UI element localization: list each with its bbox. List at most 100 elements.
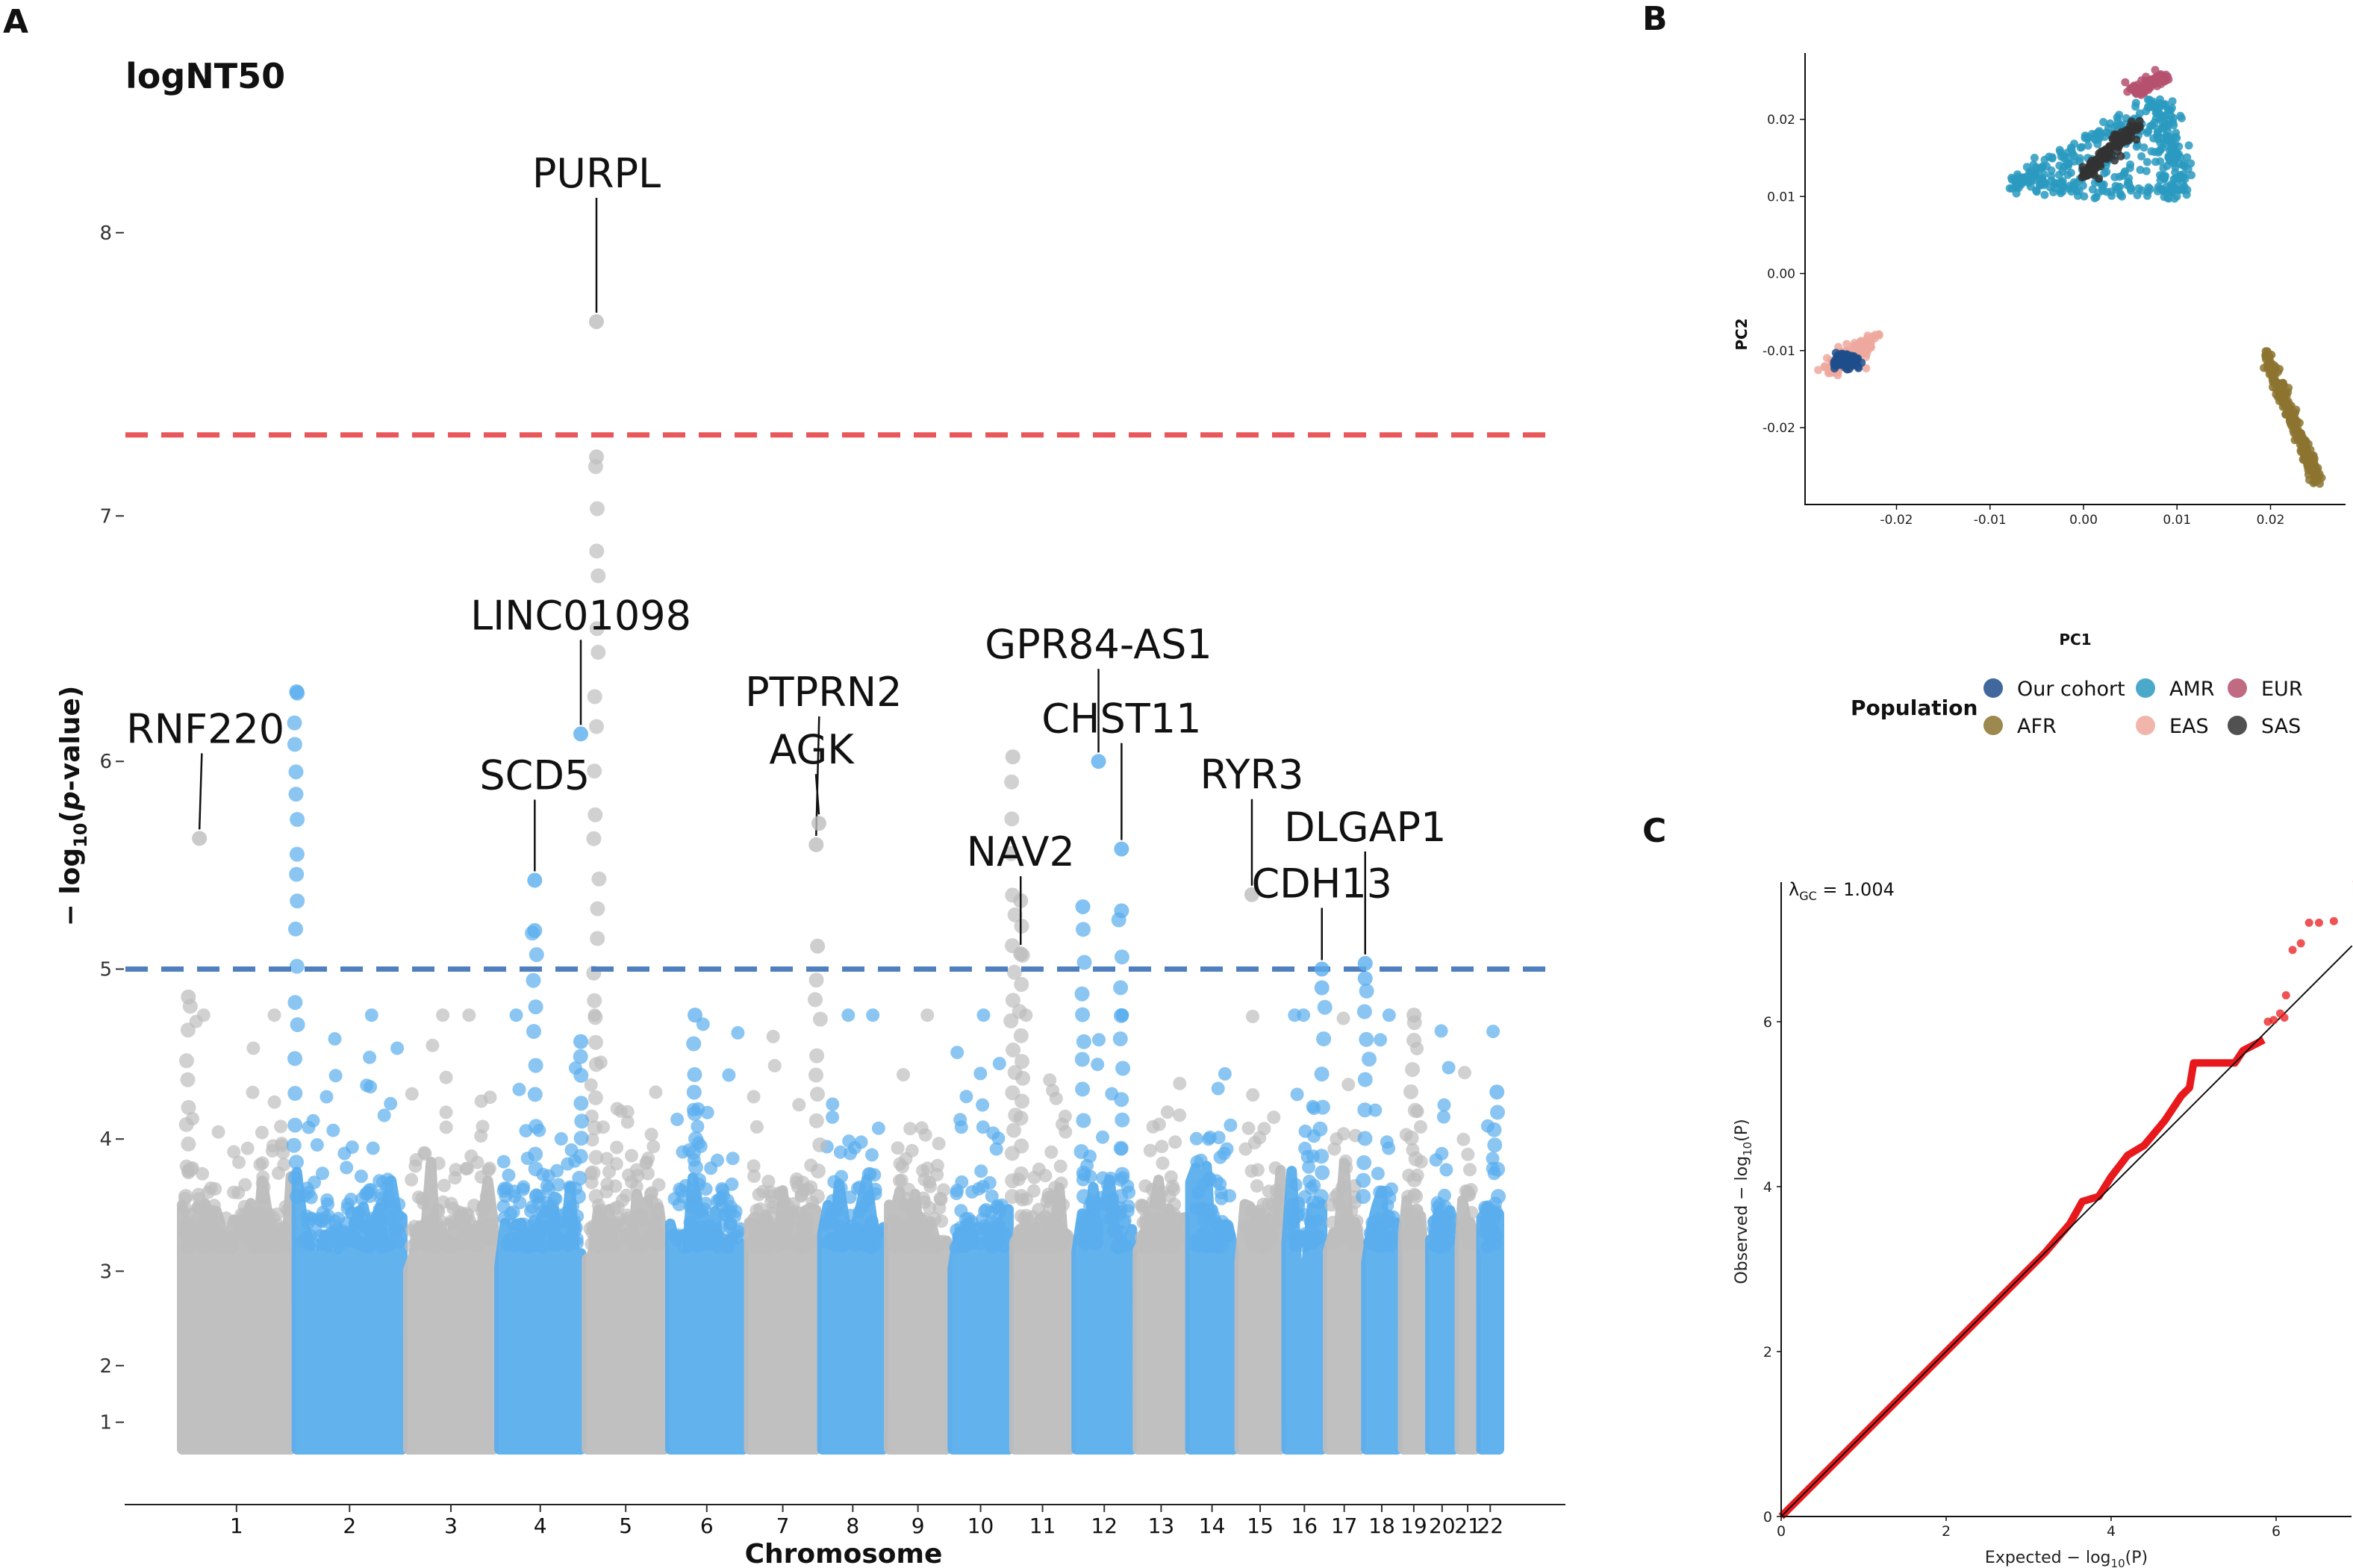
snp-point — [1359, 983, 1374, 999]
snp-point — [1317, 999, 1333, 1015]
snp-point — [479, 1189, 493, 1203]
snp-point — [1005, 887, 1020, 903]
snp-point — [1405, 1062, 1421, 1078]
snp-point — [554, 1132, 568, 1146]
snp-point — [620, 1188, 634, 1202]
hit-point-rnf220 — [192, 831, 208, 846]
snp-point — [287, 1051, 302, 1066]
pca-point-amr — [2039, 169, 2048, 178]
snp-point — [1008, 1108, 1023, 1123]
snp-point — [1209, 1174, 1224, 1188]
snp-point — [1134, 1199, 1148, 1213]
snp-point — [1115, 1112, 1130, 1128]
chromosome-tick-label: 16 — [1291, 1514, 1318, 1538]
snp-point — [255, 1125, 269, 1140]
snp-point — [903, 1122, 917, 1136]
snp-point — [289, 1189, 305, 1205]
pca-point-afr — [2304, 470, 2313, 479]
snp-point — [180, 1072, 196, 1087]
pca-x-tick-label: 0.00 — [2069, 513, 2098, 528]
snp-point — [1221, 1228, 1235, 1243]
snp-point — [267, 1211, 281, 1225]
snp-point — [1005, 749, 1020, 765]
snp-point — [1372, 1238, 1386, 1252]
pca-point-sas — [2105, 146, 2114, 155]
snp-point — [482, 1161, 496, 1175]
snp-point — [238, 1178, 252, 1192]
pca-point-amr — [2093, 128, 2102, 137]
snp-point — [275, 1138, 289, 1152]
pca-point-amr — [2137, 152, 2146, 160]
snp-point — [731, 1025, 745, 1040]
pca-point-eas — [1871, 331, 1880, 340]
snp-point — [195, 1237, 209, 1252]
snp-point — [628, 1239, 642, 1253]
snp-point — [1290, 1209, 1304, 1223]
snp-point — [1043, 1073, 1057, 1087]
snp-point — [550, 1163, 564, 1178]
snp-point — [178, 1189, 193, 1205]
snp-point — [1075, 899, 1091, 914]
snp-point — [826, 1110, 840, 1124]
snp-point — [255, 1176, 269, 1190]
snp-point — [1380, 1135, 1394, 1149]
snp-point — [526, 972, 541, 988]
snp-point — [588, 1090, 603, 1105]
pca-point-afr — [2277, 389, 2286, 397]
snp-point — [1262, 1234, 1276, 1249]
snp-point — [1100, 1178, 1115, 1192]
snp-point — [390, 1041, 405, 1055]
snp-point — [422, 1216, 436, 1229]
snp-point — [573, 1067, 589, 1083]
snp-point — [290, 1017, 305, 1032]
snp-point — [809, 1048, 825, 1063]
snp-point — [747, 1159, 761, 1173]
hit-point-nav2 — [1013, 946, 1029, 962]
pca-point-amr — [2022, 163, 2031, 172]
snp-point — [629, 1179, 643, 1193]
snp-point — [587, 689, 602, 705]
snp-point — [476, 1119, 490, 1134]
chromosome-tick-label: 5 — [619, 1514, 632, 1538]
snp-point — [1113, 1008, 1129, 1023]
snp-point — [1312, 1121, 1328, 1137]
pca-point-eas — [1842, 340, 1851, 349]
snp-point — [747, 1235, 760, 1249]
snp-point — [1486, 1122, 1502, 1137]
snp-point — [1315, 1099, 1330, 1115]
y-tick-label: 8 — [99, 222, 112, 245]
snp-point — [1173, 1108, 1187, 1122]
snp-point — [189, 1214, 203, 1228]
snp-point — [1113, 980, 1129, 996]
snp-point — [1205, 1203, 1219, 1217]
snp-point — [574, 1113, 590, 1129]
snp-point — [1403, 1130, 1419, 1146]
snp-point — [232, 1155, 246, 1169]
chromosome-tick-label: 10 — [967, 1514, 994, 1538]
pca-point-eas — [1814, 366, 1823, 375]
snp-point — [1288, 1008, 1302, 1022]
snp-point — [853, 1205, 867, 1219]
snp-point — [437, 1178, 451, 1193]
pca-point-sas — [2113, 147, 2122, 156]
snp-point — [871, 1121, 885, 1135]
snp-point — [590, 568, 606, 584]
snp-point — [675, 1184, 688, 1198]
snp-point — [1059, 1125, 1073, 1139]
snp-point — [246, 1041, 261, 1055]
snp-point — [800, 1237, 814, 1252]
snp-point — [687, 1066, 702, 1082]
snp-point — [443, 1240, 458, 1254]
snp-point — [700, 1105, 714, 1119]
snp-point — [766, 1029, 780, 1043]
snp-point — [1058, 1109, 1072, 1123]
snp-point — [1356, 1004, 1372, 1019]
pca-point-amr — [2025, 178, 2033, 187]
snp-point — [635, 1209, 649, 1223]
snp-point — [1091, 1058, 1105, 1072]
gene-label-linc01098: LINC01098 — [470, 592, 691, 639]
snp-point — [1083, 1219, 1097, 1234]
snp-point — [286, 1137, 302, 1153]
snp-point — [1461, 1147, 1475, 1161]
snp-point — [924, 1234, 938, 1248]
